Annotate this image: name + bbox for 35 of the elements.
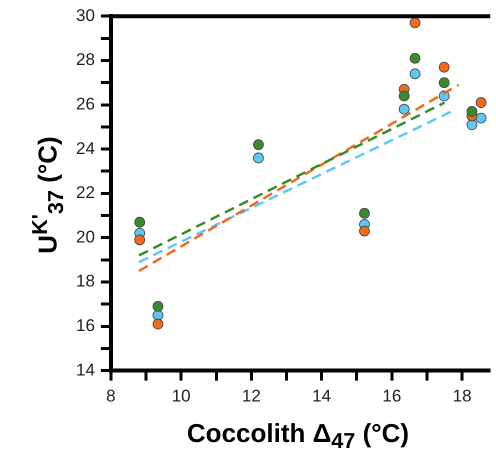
y-tick-label: 18 bbox=[76, 272, 95, 291]
point bbox=[398, 90, 410, 102]
y-tick-label: 24 bbox=[76, 138, 95, 158]
point bbox=[359, 226, 370, 236]
y-tick-label: 20 bbox=[76, 227, 95, 246]
point bbox=[410, 68, 420, 80]
point bbox=[410, 17, 420, 28]
point bbox=[253, 152, 264, 164]
point bbox=[134, 234, 146, 246]
x-tick-label: 8 bbox=[106, 386, 116, 406]
point bbox=[466, 119, 478, 130]
point bbox=[466, 106, 478, 117]
point bbox=[134, 216, 146, 228]
point bbox=[253, 139, 264, 150]
point bbox=[152, 300, 164, 312]
y-tick-label: 30 bbox=[76, 6, 95, 25]
point bbox=[476, 97, 486, 108]
y-tick-label: 26 bbox=[76, 94, 95, 114]
point bbox=[359, 208, 370, 219]
point bbox=[152, 318, 164, 330]
point bbox=[410, 52, 420, 64]
x-tick-label: 16 bbox=[382, 386, 402, 406]
point bbox=[438, 77, 450, 88]
point bbox=[476, 112, 486, 124]
y-tick-label: 16 bbox=[76, 316, 95, 335]
x-tick-label: 12 bbox=[242, 386, 261, 406]
y-tick-label: 28 bbox=[76, 50, 95, 70]
x-tick-label: 18 bbox=[452, 386, 472, 406]
x-tick-label: 14 bbox=[312, 386, 332, 406]
y-tick-label: 22 bbox=[76, 183, 95, 202]
x-axis-title: Coccolith Δ$_{47}$ (°C) bbox=[186, 418, 410, 454]
point bbox=[398, 104, 410, 115]
x-tick-label: 10 bbox=[172, 386, 191, 406]
y-tick-label: 14 bbox=[76, 360, 95, 380]
point bbox=[438, 62, 450, 73]
